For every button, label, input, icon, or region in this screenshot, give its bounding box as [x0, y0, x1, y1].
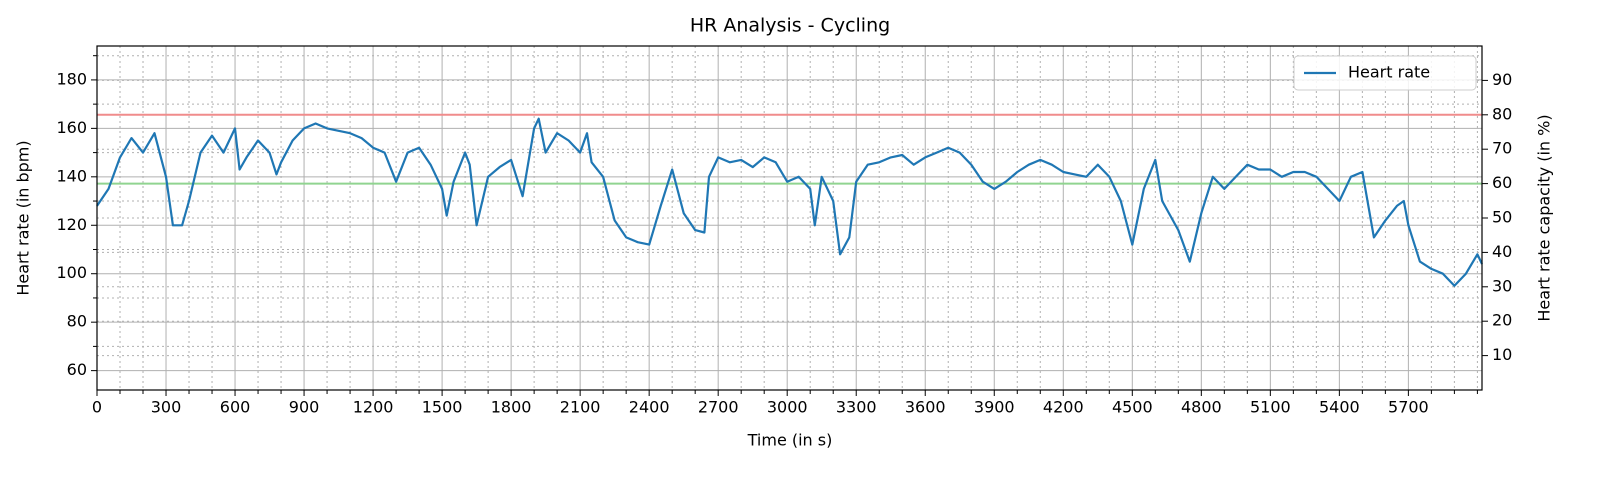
y-tick-label: 100 — [56, 263, 87, 282]
x-tick-label: 1800 — [491, 398, 532, 417]
x-tick-label: 5400 — [1319, 398, 1360, 417]
x-tick-label: 3000 — [767, 398, 808, 417]
x-tick-label: 1200 — [353, 398, 394, 417]
x-tick-label: 4500 — [1112, 398, 1153, 417]
x-tick-label: 2100 — [560, 398, 601, 417]
x-tick-label: 900 — [289, 398, 320, 417]
x-tick-label: 4200 — [1043, 398, 1084, 417]
x-tick-label: 0 — [92, 398, 102, 417]
legend-box — [1293, 55, 1477, 91]
y2-tick-label: 80 — [1492, 104, 1512, 123]
y2-tick-label: 50 — [1492, 208, 1512, 227]
x-tick-label: 2700 — [698, 398, 739, 417]
y2-axis-label: Heart rate capacity (in %) — [1535, 114, 1554, 321]
y-tick-label: 120 — [56, 215, 87, 234]
y-tick-label: 160 — [56, 118, 87, 137]
y2-tick-label: 20 — [1492, 311, 1512, 330]
x-tick-label: 1500 — [422, 398, 463, 417]
x-tick-label: 3900 — [974, 398, 1015, 417]
x-axis-label: Time (in s) — [747, 431, 833, 450]
x-tick-label: 600 — [220, 398, 251, 417]
x-tick-label: 5100 — [1250, 398, 1291, 417]
y2-tick-label: 30 — [1492, 276, 1512, 295]
y-tick-label: 140 — [56, 166, 87, 185]
y2-tick-label: 90 — [1492, 70, 1512, 89]
chart-title: HR Analysis - Cycling — [690, 15, 890, 37]
x-tick-label: 4800 — [1181, 398, 1222, 417]
x-tick-label: 3600 — [905, 398, 946, 417]
y-axis-label: Heart rate (in bpm) — [14, 140, 33, 295]
x-tick-label: 3300 — [836, 398, 877, 417]
y2-tick-label: 70 — [1492, 139, 1512, 158]
x-tick-label: 5700 — [1388, 398, 1429, 417]
y-tick-label: 60 — [67, 360, 87, 379]
plot-frame — [96, 45, 1483, 391]
legend-label: Heart rate — [1348, 63, 1430, 82]
y-tick-label: 180 — [56, 69, 87, 88]
y2-tick-label: 40 — [1492, 242, 1512, 261]
y2-tick-label: 10 — [1492, 345, 1512, 364]
y2-tick-label: 60 — [1492, 173, 1512, 192]
line-series — [96, 117, 1483, 287]
x-tick-label: 2400 — [629, 398, 670, 417]
y-tick-label: 80 — [67, 312, 87, 331]
x-tick-label: 300 — [151, 398, 182, 417]
